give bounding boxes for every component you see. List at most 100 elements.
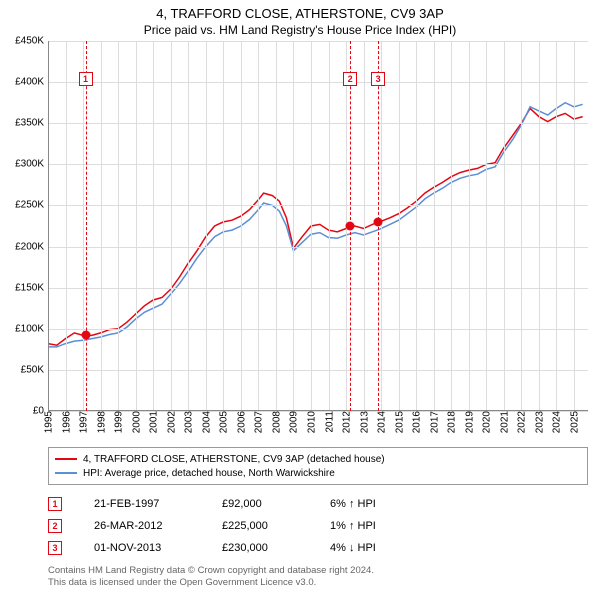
transaction-delta: 1% ↑ HPI bbox=[330, 520, 440, 532]
transaction-price: £225,000 bbox=[222, 520, 312, 532]
gridline-vertical bbox=[556, 41, 557, 411]
gridline-horizontal bbox=[48, 288, 588, 289]
marker-line bbox=[86, 41, 87, 411]
gridline-vertical bbox=[171, 41, 172, 411]
gridline-vertical bbox=[83, 41, 84, 411]
y-axis-label: £100K bbox=[15, 323, 48, 334]
gridline-vertical bbox=[434, 41, 435, 411]
gridline-horizontal bbox=[48, 205, 588, 206]
x-axis-label: 2007 bbox=[252, 411, 265, 433]
transaction-price: £92,000 bbox=[222, 498, 312, 510]
gridline-vertical bbox=[258, 41, 259, 411]
y-axis-label: £350K bbox=[15, 118, 48, 129]
transaction-table: 1 21-FEB-1997 £92,000 6% ↑ HPI 2 26-MAR-2012 £… bbox=[48, 493, 588, 559]
x-axis-label: 2024 bbox=[550, 411, 563, 433]
x-axis-label: 2022 bbox=[515, 411, 528, 433]
transaction-date: 01-NOV-2013 bbox=[94, 542, 204, 554]
x-axis-label: 1995 bbox=[42, 411, 55, 433]
gridline-vertical bbox=[153, 41, 154, 411]
x-axis-label: 2001 bbox=[147, 411, 160, 433]
transaction-date: 26-MAR-2012 bbox=[94, 520, 204, 532]
x-axis-label: 2021 bbox=[497, 411, 510, 433]
footer-line: This data is licensed under the Open Gov… bbox=[48, 577, 588, 589]
x-axis-label: 1996 bbox=[59, 411, 72, 433]
footer-attribution: Contains HM Land Registry data © Crown c… bbox=[48, 565, 588, 589]
x-axis-label: 2019 bbox=[462, 411, 475, 433]
gridline-vertical bbox=[416, 41, 417, 411]
gridline-vertical bbox=[539, 41, 540, 411]
x-axis-label: 2016 bbox=[410, 411, 423, 433]
chart-plot-area: £0£50K£100K£150K£200K£250K£300K£350K£400… bbox=[48, 41, 588, 411]
x-axis-label: 1998 bbox=[94, 411, 107, 433]
gridline-vertical bbox=[66, 41, 67, 411]
marker-number-box: 2 bbox=[343, 72, 357, 86]
legend-item: 4, TRAFFORD CLOSE, ATHERSTONE, CV9 3AP (… bbox=[55, 452, 581, 466]
x-axis-label: 2011 bbox=[322, 411, 335, 433]
x-axis-label: 2023 bbox=[532, 411, 545, 433]
x-axis-label: 2015 bbox=[392, 411, 405, 433]
transaction-marker-box: 3 bbox=[48, 541, 62, 555]
legend-item: HPI: Average price, detached house, Nort… bbox=[55, 466, 581, 480]
y-axis-label: £250K bbox=[15, 200, 48, 211]
gridline-vertical bbox=[311, 41, 312, 411]
gridline-vertical bbox=[329, 41, 330, 411]
y-axis-label: £450K bbox=[15, 36, 48, 47]
x-axis-label: 2020 bbox=[480, 411, 493, 433]
chart-container: 4, TRAFFORD CLOSE, ATHERSTONE, CV9 3AP P… bbox=[0, 0, 600, 590]
series-line bbox=[48, 108, 583, 345]
x-axis-label: 1997 bbox=[77, 411, 90, 433]
x-axis-label: 1999 bbox=[112, 411, 125, 433]
x-axis-label: 2025 bbox=[567, 411, 580, 433]
marker-number-box: 3 bbox=[371, 72, 385, 86]
footer-line: Contains HM Land Registry data © Crown c… bbox=[48, 565, 588, 577]
x-axis-label: 2018 bbox=[445, 411, 458, 433]
legend-label: HPI: Average price, detached house, Nort… bbox=[83, 468, 335, 479]
legend-label: 4, TRAFFORD CLOSE, ATHERSTONE, CV9 3AP (… bbox=[83, 454, 385, 465]
transaction-marker-box: 2 bbox=[48, 519, 62, 533]
gridline-vertical bbox=[521, 41, 522, 411]
x-axis-label: 2008 bbox=[269, 411, 282, 433]
marker-number-box: 1 bbox=[79, 72, 93, 86]
legend-swatch bbox=[55, 472, 77, 474]
x-axis-label: 2014 bbox=[375, 411, 388, 433]
marker-dot bbox=[346, 222, 355, 231]
transaction-date: 21-FEB-1997 bbox=[94, 498, 204, 510]
gridline-vertical bbox=[118, 41, 119, 411]
x-axis-label: 2005 bbox=[217, 411, 230, 433]
y-axis-label: £50K bbox=[21, 364, 48, 375]
x-axis-label: 2017 bbox=[427, 411, 440, 433]
gridline-horizontal bbox=[48, 41, 588, 42]
x-axis-label: 2009 bbox=[287, 411, 300, 433]
transaction-price: £230,000 bbox=[222, 542, 312, 554]
gridline-vertical bbox=[469, 41, 470, 411]
y-axis-label: £200K bbox=[15, 241, 48, 252]
gridline-vertical bbox=[136, 41, 137, 411]
gridline-vertical bbox=[364, 41, 365, 411]
transaction-delta: 6% ↑ HPI bbox=[330, 498, 440, 510]
y-axis-label: £300K bbox=[15, 159, 48, 170]
marker-dot bbox=[81, 331, 90, 340]
gridline-vertical bbox=[293, 41, 294, 411]
gridline-horizontal bbox=[48, 329, 588, 330]
marker-dot bbox=[374, 217, 383, 226]
gridline-horizontal bbox=[48, 123, 588, 124]
gridline-vertical bbox=[504, 41, 505, 411]
gridline-horizontal bbox=[48, 82, 588, 83]
chart-legend: 4, TRAFFORD CLOSE, ATHERSTONE, CV9 3AP (… bbox=[48, 447, 588, 485]
transaction-row: 1 21-FEB-1997 £92,000 6% ↑ HPI bbox=[48, 493, 588, 515]
transaction-marker-box: 1 bbox=[48, 497, 62, 511]
gridline-vertical bbox=[188, 41, 189, 411]
y-axis-label: £150K bbox=[15, 282, 48, 293]
gridline-vertical bbox=[276, 41, 277, 411]
gridline-horizontal bbox=[48, 164, 588, 165]
gridline-vertical bbox=[399, 41, 400, 411]
x-axis-label: 2010 bbox=[304, 411, 317, 433]
chart-title: 4, TRAFFORD CLOSE, ATHERSTONE, CV9 3AP bbox=[0, 0, 600, 21]
gridline-vertical bbox=[206, 41, 207, 411]
transaction-row: 301-NOV-2013£230,0004% ↓ HPI bbox=[48, 537, 588, 559]
gridline-vertical bbox=[381, 41, 382, 411]
gridline-horizontal bbox=[48, 370, 588, 371]
x-axis-label: 2012 bbox=[340, 411, 353, 433]
gridline-vertical bbox=[574, 41, 575, 411]
gridline-vertical bbox=[223, 41, 224, 411]
